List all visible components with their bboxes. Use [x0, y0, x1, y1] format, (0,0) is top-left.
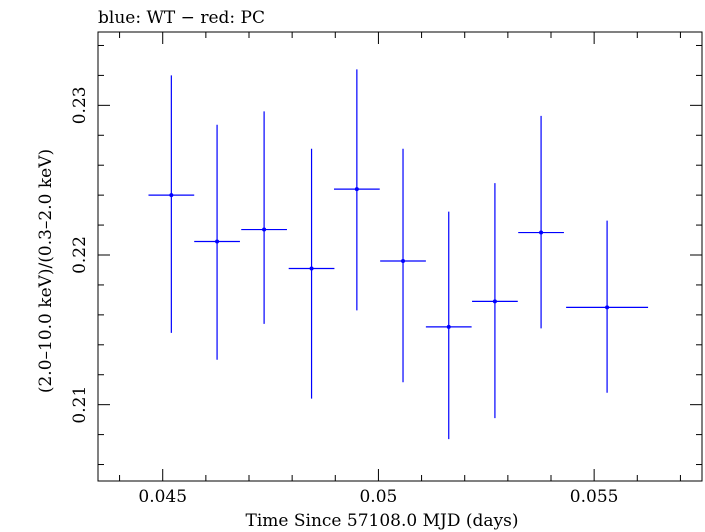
point-marker: [262, 227, 267, 232]
data-point: [425, 211, 472, 440]
x-axis-tick-labels: 0.045 0.05 0.055: [138, 487, 618, 507]
point-marker: [539, 230, 544, 235]
x-axis-label: Time Since 57108.0 MJD (days): [246, 511, 519, 531]
x-tick-label: 0.045: [138, 487, 187, 507]
y-tick-label: 0.22: [70, 236, 90, 274]
chart-title: blue: WT − red: PC: [98, 8, 265, 28]
point-marker: [492, 299, 497, 304]
x-axis-ticks: [119, 32, 681, 481]
x-tick-label: 0.05: [359, 487, 397, 507]
data-point: [566, 220, 649, 393]
y-axis-label: (2.0–10.0 keV)/(0.3–2.0 keV): [36, 149, 56, 393]
plot-frame: [97, 31, 703, 482]
point-marker: [169, 193, 174, 198]
point-marker: [215, 239, 220, 244]
data-point: [518, 115, 564, 329]
data-point: [241, 111, 287, 324]
y-axis-ticks: [98, 44, 702, 466]
point-marker: [354, 187, 359, 192]
y-axis-tick-labels: 0.21 0.22 0.23: [70, 86, 90, 423]
data-points: [148, 69, 649, 440]
data-point: [288, 148, 335, 399]
data-point: [148, 75, 195, 333]
x-tick-label: 0.055: [570, 487, 619, 507]
point-marker: [605, 305, 610, 310]
data-point: [380, 148, 426, 383]
point-marker: [446, 324, 451, 329]
point-marker: [401, 258, 406, 263]
point-marker: [309, 266, 314, 271]
y-tick-label: 0.21: [70, 386, 90, 424]
data-point: [472, 183, 518, 419]
y-tick-label: 0.23: [70, 86, 90, 124]
data-point: [333, 69, 380, 311]
data-point: [194, 124, 240, 360]
